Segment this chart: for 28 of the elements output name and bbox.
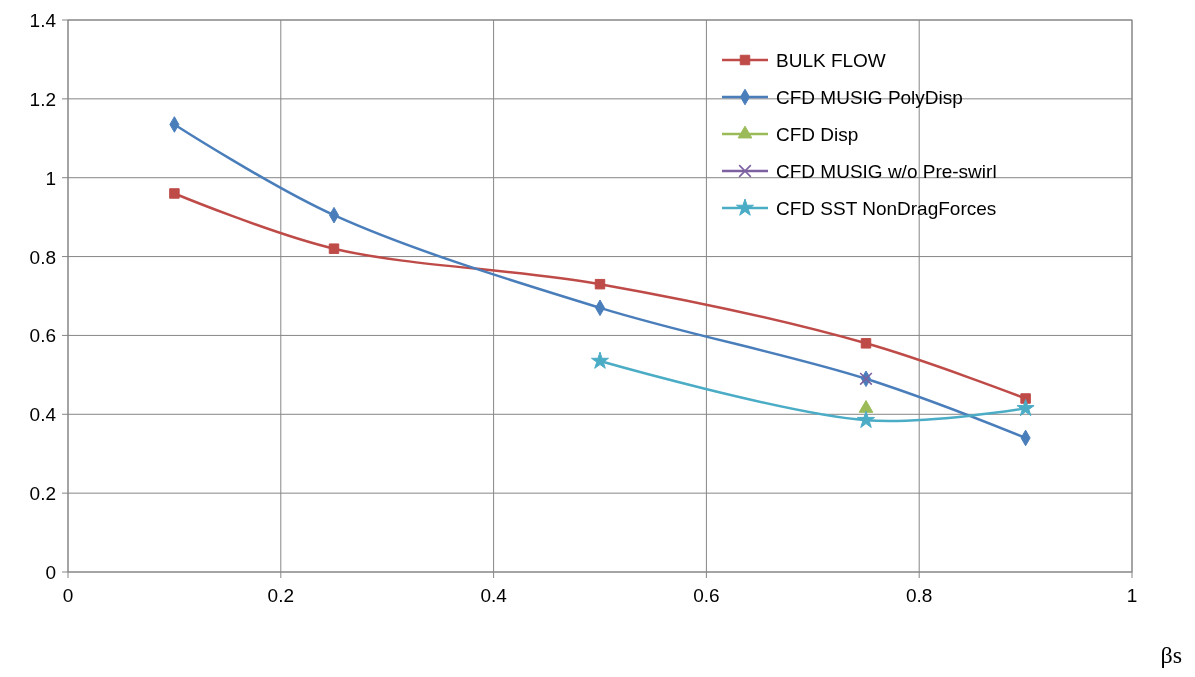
x-tick-label: 0.6: [693, 585, 720, 606]
y-tick-label: 0.6: [29, 325, 56, 347]
y-tick-label: 0.2: [29, 483, 56, 505]
x-tick-label: 0: [62, 585, 74, 606]
point: [590, 351, 610, 369]
y-tick-label: 0.8: [29, 246, 56, 268]
point: [328, 243, 340, 254]
y-tick-label: 1.4: [29, 10, 57, 31]
legend-label: CFD MUSIG PolyDisp: [776, 87, 963, 108]
point: [169, 188, 180, 199]
point: [858, 400, 874, 413]
x-tick-label: 1: [1126, 585, 1138, 606]
point: [860, 338, 872, 349]
legend-label: CFD MUSIG w/o Pre-swirl: [776, 161, 997, 182]
y-tick-label: 1: [45, 167, 56, 189]
x-tick-label: 0.4: [480, 585, 508, 606]
y-tick-label: 0: [45, 562, 56, 583]
y-tick-label: 0.4: [29, 404, 57, 426]
x-tick-label: 0.2: [267, 585, 295, 606]
point: [856, 410, 876, 428]
x-axis-title: βs: [1160, 642, 1182, 668]
legend-label: CFD SST NonDragForces: [776, 198, 997, 219]
y-tick-label: 1.2: [29, 88, 56, 110]
legend-label: BULK FLOW: [776, 50, 886, 71]
point: [594, 278, 606, 290]
point: [1016, 398, 1035, 417]
legend-label: CFD Disp: [776, 124, 859, 145]
x-tick-label: 0.8: [905, 585, 933, 606]
